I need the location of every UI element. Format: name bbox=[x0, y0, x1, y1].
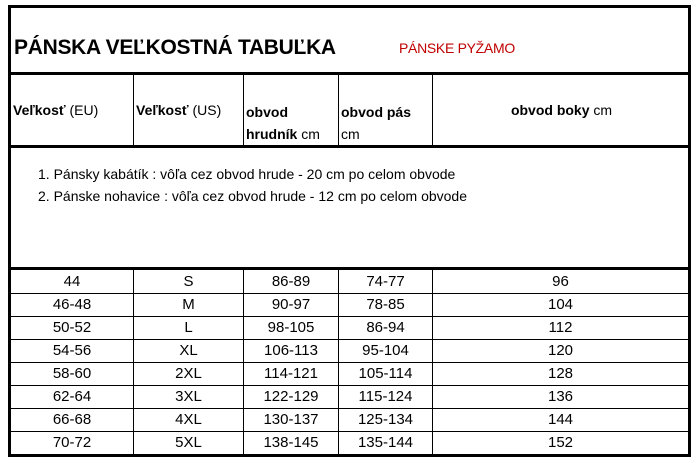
header-chest: obvod hrudník cm bbox=[244, 75, 339, 145]
cell-waist: 86-94 bbox=[339, 316, 433, 339]
cell-chest: 114-121 bbox=[244, 362, 339, 385]
cell-hips: 104 bbox=[547, 296, 574, 313]
cell-waist: 78-85 bbox=[339, 293, 433, 316]
cell-hips: 136 bbox=[547, 388, 574, 405]
header-label: Veľkosť bbox=[136, 102, 189, 118]
cell-hips: 144 bbox=[547, 411, 574, 428]
cell-chest: 138-145 bbox=[244, 431, 339, 454]
header-label: Veľkosť bbox=[13, 102, 66, 118]
cell-hips: 152 bbox=[547, 434, 574, 451]
cell-chest: 90-97 bbox=[244, 293, 339, 316]
cell-chest: 122-129 bbox=[244, 385, 339, 408]
cell-waist: 115-124 bbox=[339, 385, 433, 408]
table-row: 50-52 L 98-105 86-94 112 bbox=[11, 316, 688, 340]
cell-size-us: 4XL bbox=[134, 408, 244, 431]
cell-size-us: L bbox=[134, 316, 244, 339]
cell-waist: 74-77 bbox=[339, 270, 433, 293]
cell-size-us: M bbox=[134, 293, 244, 316]
cell-size-us: XL bbox=[134, 339, 244, 362]
header-row: Veľkosť (EU) Veľkosť (US) obvod hrudník … bbox=[11, 75, 688, 148]
header-label: obvod boky bbox=[510, 102, 590, 118]
table-row: 46-48 M 90-97 78-85 104 bbox=[11, 293, 688, 317]
notes: 1. Pánsky kabátík : vôľa cez obvod hrude… bbox=[11, 148, 688, 270]
note: 1. Pánsky kabátík : vôľa cez obvod hrude… bbox=[38, 166, 456, 182]
header-label: obvod hrudník bbox=[246, 104, 298, 142]
cell-chest: 106-113 bbox=[244, 339, 339, 362]
table-row: 54-56 XL 106-113 95-104 120 bbox=[11, 339, 688, 363]
cell-size-eu: 46-48 bbox=[11, 293, 134, 316]
cell-size-eu: 70-72 bbox=[11, 431, 134, 454]
cell-size-us: S bbox=[134, 270, 244, 293]
header-unit: cm bbox=[341, 126, 360, 142]
cell-size-eu: 62-64 bbox=[11, 385, 134, 408]
table-row: 66-68 4XL 130-137 125-134 144 bbox=[11, 408, 688, 432]
cell-chest: 98-105 bbox=[244, 316, 339, 339]
cell-chest: 130-137 bbox=[244, 408, 339, 431]
table-row: 62-64 3XL 122-129 115-124 136 bbox=[11, 385, 688, 409]
table-row: 44 S 86-89 74-77 96 bbox=[11, 270, 688, 294]
note: 2. Pánske nohavice : vôľa cez obvod hrud… bbox=[38, 188, 468, 204]
header-size-eu: Veľkosť (EU) bbox=[11, 75, 134, 145]
table-row: 70-72 5XL 138-145 135-144 152 bbox=[11, 431, 688, 454]
header-waist: obvod pás cm bbox=[339, 75, 433, 145]
cell-size-us: 3XL bbox=[134, 385, 244, 408]
size-rows: 44 S 86-89 74-77 96 46-48 M 90-97 78-85 104 50-52 L… bbox=[11, 270, 688, 454]
cell-size-us: 5XL bbox=[134, 431, 244, 454]
cell-waist: 125-134 bbox=[339, 408, 433, 431]
cell-waist: 135-144 bbox=[339, 431, 433, 454]
header-size-us: Veľkosť (US) bbox=[134, 75, 244, 145]
header-label: obvod pás bbox=[341, 104, 412, 120]
cell-hips: 120 bbox=[547, 342, 574, 359]
cell-waist: 105-114 bbox=[339, 362, 433, 385]
cell-size-eu: 54-56 bbox=[11, 339, 134, 362]
title-box: PÁNSKA VEĽKOSTNÁ TABUĽKA PÁNSKE PYŽAMO bbox=[11, 8, 688, 75]
cell-size-eu: 44 bbox=[11, 270, 134, 293]
header-unit: (EU) bbox=[65, 102, 99, 118]
cell-hips: 128 bbox=[547, 365, 574, 382]
subtitle: PÁNSKE PYŽAMO bbox=[399, 40, 515, 56]
header-unit: (US) bbox=[188, 102, 222, 118]
page-title: PÁNSKA VEĽKOSTNÁ TABUĽKA bbox=[14, 36, 336, 59]
table-row: 58-60 2XL 114-121 105-114 128 bbox=[11, 362, 688, 386]
cell-size-eu: 50-52 bbox=[11, 316, 134, 339]
cell-hips: 112 bbox=[548, 319, 573, 336]
cell-hips: 96 bbox=[552, 273, 569, 290]
cell-size-eu: 58-60 bbox=[11, 362, 134, 385]
cell-size-eu: 66-68 bbox=[11, 408, 134, 431]
cell-waist: 95-104 bbox=[339, 339, 433, 362]
header-unit: cm bbox=[589, 102, 613, 118]
header-unit: cm bbox=[297, 126, 320, 142]
cell-chest: 86-89 bbox=[244, 270, 339, 293]
size-chart: PÁNSKA VEĽKOSTNÁ TABUĽKA PÁNSKE PYŽAMO V… bbox=[8, 5, 691, 457]
cell-size-us: 2XL bbox=[134, 362, 244, 385]
header-hips: obvod boky cm bbox=[433, 75, 688, 145]
